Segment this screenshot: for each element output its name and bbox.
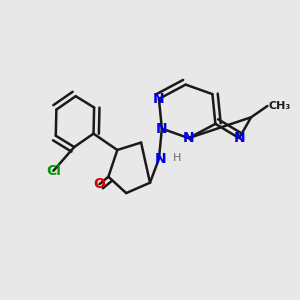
- Text: N: N: [183, 131, 194, 145]
- Text: O: O: [94, 177, 105, 191]
- Text: CH₃: CH₃: [268, 101, 291, 111]
- Text: N: N: [154, 152, 166, 166]
- Text: N: N: [156, 122, 168, 136]
- Text: H: H: [173, 153, 182, 163]
- Text: N: N: [153, 92, 165, 106]
- Text: N: N: [233, 131, 245, 145]
- Text: Cl: Cl: [46, 164, 61, 178]
